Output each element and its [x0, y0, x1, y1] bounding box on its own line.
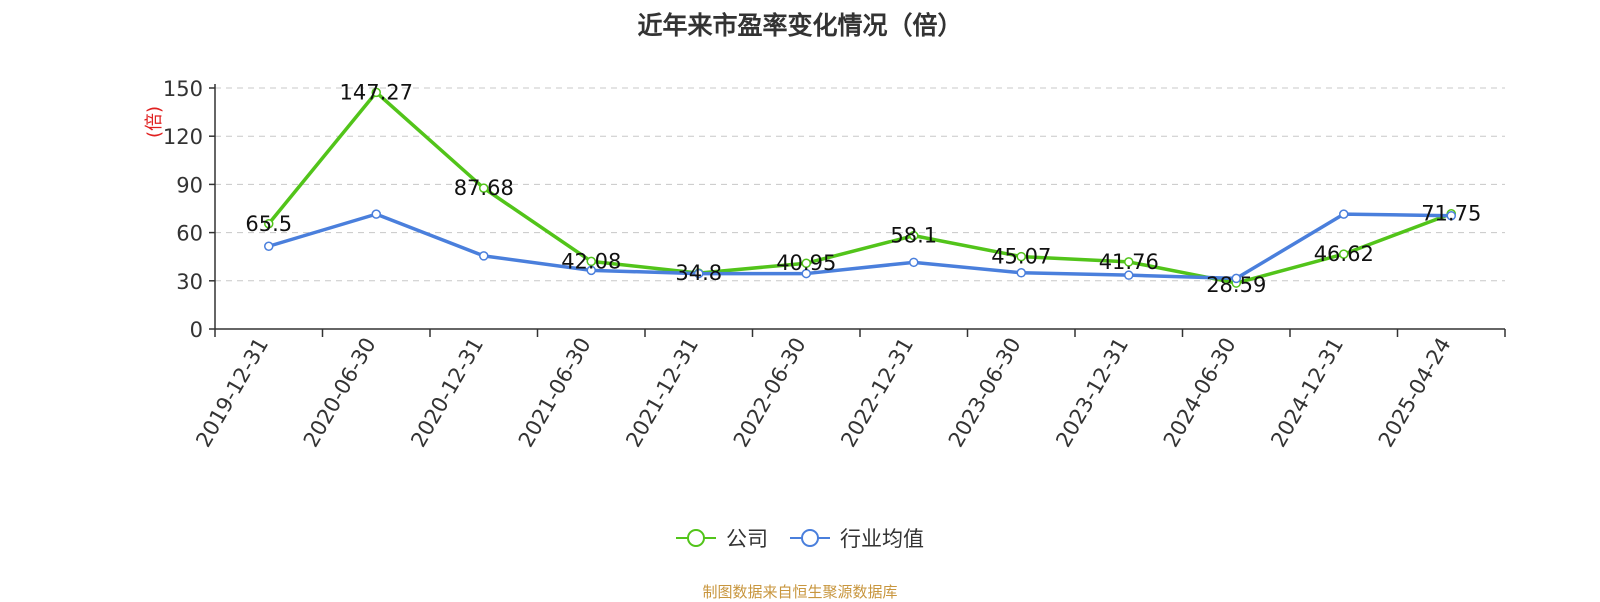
- data-point: [586, 256, 596, 267]
- data-point: [1446, 210, 1456, 221]
- chart-title: 近年来市盈率变化情况（倍）: [637, 11, 963, 40]
- x-tick-label: 2023-12-31: [1051, 334, 1133, 452]
- data-point: [1339, 249, 1349, 259]
- x-tick-label: 2020-12-31: [406, 334, 488, 452]
- data-point: [1339, 209, 1349, 219]
- data-label: 46.62: [1314, 242, 1374, 266]
- data-label: 45.07: [991, 245, 1051, 269]
- data-label: 87.68: [454, 176, 514, 200]
- x-tick-label: 2020-06-30: [299, 334, 381, 452]
- data-point: [801, 268, 811, 279]
- data-label: 42.08: [561, 249, 621, 273]
- data-label: 71.75: [1421, 202, 1481, 226]
- x-tick-label: 2021-06-30: [514, 334, 596, 452]
- data-point: [264, 241, 274, 252]
- legend-label: 公司: [726, 527, 768, 551]
- legend-item-industry-average[interactable]: 行业均值: [790, 523, 924, 553]
- data-point: [801, 258, 811, 268]
- data-point: [1016, 251, 1026, 262]
- series-lines: [264, 87, 1456, 288]
- data-labels: 65.5 147.27 87.68 42.08 34.8 40.95 58.1 45.07 41…: [245, 80, 1481, 297]
- y-tick-label: 0: [190, 318, 203, 342]
- data-point: [371, 209, 381, 219]
- y-tick-label: 90: [176, 173, 203, 197]
- x-tick-label: 2024-06-30: [1159, 334, 1241, 452]
- legend: 公司 行业均值: [0, 523, 1600, 553]
- x-tick-label: 2019-12-31: [191, 334, 273, 452]
- series-line: [268, 212, 1452, 281]
- data-point: [586, 265, 596, 276]
- data-point: [909, 257, 919, 268]
- y-tick-label: 150: [163, 77, 203, 101]
- x-tick-label: 2021-12-31: [621, 334, 703, 452]
- data-label: 34.8: [675, 261, 722, 285]
- x-tick-label: 2024-12-31: [1266, 334, 1348, 452]
- x-tick-label: 2022-06-30: [729, 334, 811, 452]
- data-point: [909, 230, 919, 241]
- data-point: [1231, 273, 1241, 284]
- data-point: [264, 219, 274, 229]
- data-point: [1016, 268, 1026, 278]
- data-point: [479, 183, 489, 193]
- y-axis-label: (倍): [144, 106, 165, 138]
- data-point: [1124, 257, 1134, 267]
- data-point: [1124, 270, 1134, 280]
- data-label: 58.1: [890, 224, 937, 248]
- source-note: 制图数据来自恒生聚源数据库: [702, 583, 898, 601]
- legend-item-company[interactable]: 公司: [676, 523, 768, 553]
- data-point: [371, 87, 381, 98]
- data-label: 147.27: [340, 80, 413, 104]
- data-point: [479, 251, 489, 261]
- data-label: 40.95: [776, 251, 836, 275]
- legend-line-circle-icon: [676, 529, 716, 547]
- x-tick-label: 2023-06-30: [944, 334, 1026, 452]
- x-tick-label: 2022-12-31: [836, 334, 918, 452]
- data-label: 41.76: [1099, 250, 1159, 274]
- data-label: 65.5: [245, 212, 292, 236]
- y-tick-label: 120: [163, 125, 203, 149]
- y-tick-label: 30: [176, 270, 203, 294]
- data-point: [694, 268, 704, 279]
- x-tick-label: 2025-04-24: [1374, 334, 1456, 452]
- series-line: [267, 90, 1452, 285]
- legend-label: 行业均值: [840, 527, 924, 551]
- legend-line-circle-icon: [790, 529, 830, 547]
- data-label: 28.59: [1206, 273, 1266, 297]
- y-tick-label: 60: [176, 222, 203, 246]
- grid-lines: [215, 87, 1505, 282]
